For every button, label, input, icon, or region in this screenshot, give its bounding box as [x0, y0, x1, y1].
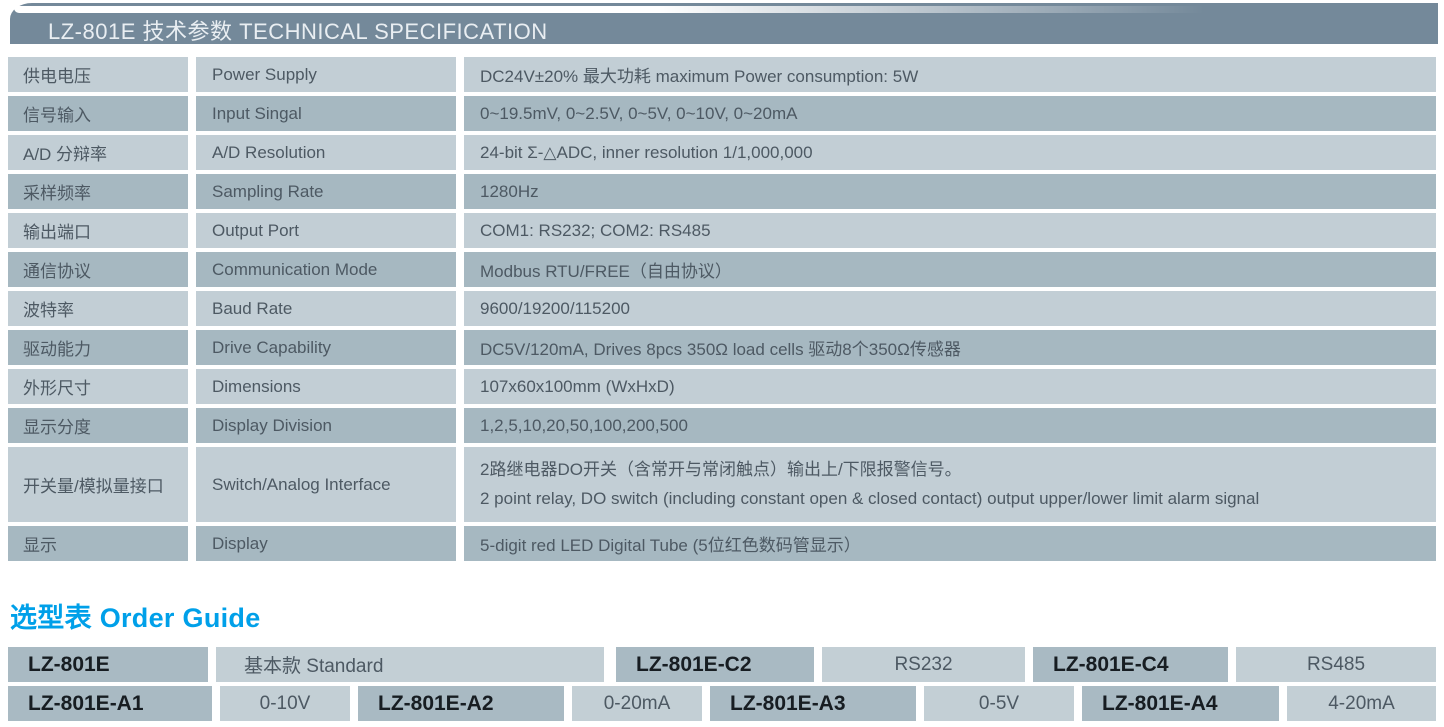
- spec-table: 供电电压 Power Supply DC24V±20% 最大功耗 maximum…: [8, 57, 1436, 565]
- spec-label-en: Display: [196, 526, 456, 561]
- spec-row-input-signal: 信号输入 Input Singal 0~19.5mV, 0~2.5V, 0~5V…: [8, 96, 1436, 131]
- spec-row-power-supply: 供电电压 Power Supply DC24V±20% 最大功耗 maximum…: [8, 57, 1436, 92]
- spec-label-cn: 外形尺寸: [8, 369, 188, 404]
- spec-label-en: Drive Capability: [196, 330, 456, 365]
- spec-value: 1,2,5,10,20,50,100,200,500: [464, 408, 1436, 443]
- page-title: LZ-801E 技术参数 TECHNICAL SPECIFICATION: [48, 19, 548, 44]
- spec-label-en: Dimensions: [196, 369, 456, 404]
- spec-label-en: Input Singal: [196, 96, 456, 131]
- spec-row-ad-resolution: A/D 分辩率 A/D Resolution 24-bit Σ-△ADC, in…: [8, 135, 1436, 170]
- order-desc: 0-5V: [924, 686, 1074, 721]
- spec-label-en: Display Division: [196, 408, 456, 443]
- spec-value: DC24V±20% 最大功耗 maximum Power consumption…: [464, 57, 1436, 92]
- ribbon-accent-line: [14, 5, 1254, 13]
- spec-row-display: 显示 Display 5-digit red LED Digital Tube …: [8, 526, 1436, 561]
- order-guide-table: LZ-801E 基本款 Standard LZ-801E-C2 RS232 LZ…: [8, 647, 1436, 725]
- order-guide-heading: 选型表 Order Guide: [10, 603, 261, 633]
- spec-label-cn: 显示: [8, 526, 188, 561]
- spec-label-en: Sampling Rate: [196, 174, 456, 209]
- order-model: LZ-801E-A1: [8, 686, 212, 721]
- spec-label-cn: 采样频率: [8, 174, 188, 209]
- spec-row-display-division: 显示分度 Display Division 1,2,5,10,20,50,100…: [8, 408, 1436, 443]
- spec-row-switch-analog-interface: 开关量/模拟量接口 Switch/Analog Interface 2路继电器D…: [8, 447, 1436, 522]
- spec-label-en: Power Supply: [196, 57, 456, 92]
- spec-value-line-en: 2 point relay, DO switch (including cons…: [480, 488, 1260, 508]
- spec-row-sampling-rate: 采样频率 Sampling Rate 1280Hz: [8, 174, 1436, 209]
- spec-label-cn: 输出端口: [8, 213, 188, 248]
- spec-label-cn: 开关量/模拟量接口: [8, 447, 188, 522]
- title-ribbon: LZ-801E 技术参数 TECHNICAL SPECIFICATION: [10, 3, 1438, 44]
- spec-value: 107x60x100mm (WxHxD): [464, 369, 1436, 404]
- spec-label-en: A/D Resolution: [196, 135, 456, 170]
- spec-value: 9600/19200/115200: [464, 291, 1436, 326]
- spec-label-cn: 信号输入: [8, 96, 188, 131]
- order-model: LZ-801E: [8, 647, 208, 682]
- spec-value: 1280Hz: [464, 174, 1436, 209]
- spec-value: Modbus RTU/FREE（自由协议）: [464, 252, 1436, 287]
- order-desc: 0-10V: [220, 686, 350, 721]
- order-desc: 基本款 Standard: [216, 647, 604, 682]
- spec-label-cn: 驱动能力: [8, 330, 188, 365]
- order-row-2: LZ-801E-A1 0-10V LZ-801E-A2 0-20mA LZ-80…: [8, 686, 1436, 721]
- spec-value-line-cn: 2路继电器DO开关（含常开与常闭触点）输出上/下限报警信号。: [480, 460, 962, 480]
- spec-label-en: Communication Mode: [196, 252, 456, 287]
- spec-row-dimensions: 外形尺寸 Dimensions 107x60x100mm (WxHxD): [8, 369, 1436, 404]
- spec-value: COM1: RS232; COM2: RS485: [464, 213, 1436, 248]
- order-model: LZ-801E-C2: [616, 647, 814, 682]
- spec-row-communication-mode: 通信协议 Communication Mode Modbus RTU/FREE（…: [8, 252, 1436, 287]
- spec-row-output-port: 输出端口 Output Port COM1: RS232; COM2: RS48…: [8, 213, 1436, 248]
- spec-label-cn: 供电电压: [8, 57, 188, 92]
- spec-label-en: Output Port: [196, 213, 456, 248]
- order-desc: 4-20mA: [1287, 686, 1436, 721]
- spec-label-en: Baud Rate: [196, 291, 456, 326]
- spec-label-cn: A/D 分辩率: [8, 135, 188, 170]
- spec-row-drive-capability: 驱动能力 Drive Capability DC5V/120mA, Drives…: [8, 330, 1436, 365]
- spec-value: 5-digit red LED Digital Tube (5位红色数码管显示）: [464, 526, 1436, 561]
- order-model: LZ-801E-A4: [1082, 686, 1279, 721]
- spec-label-cn: 波特率: [8, 291, 188, 326]
- spec-label-en: Switch/Analog Interface: [196, 447, 456, 522]
- spec-value: 2路继电器DO开关（含常开与常闭触点）输出上/下限报警信号。 2 point r…: [464, 447, 1436, 522]
- spec-label-cn: 通信协议: [8, 252, 188, 287]
- order-model: LZ-801E-C4: [1033, 647, 1228, 682]
- order-row-1: LZ-801E 基本款 Standard LZ-801E-C2 RS232 LZ…: [8, 647, 1436, 682]
- order-desc: 0-20mA: [572, 686, 702, 721]
- spec-label-cn: 显示分度: [8, 408, 188, 443]
- order-desc: RS485: [1236, 647, 1436, 682]
- order-desc: RS232: [822, 647, 1025, 682]
- spec-value: DC5V/120mA, Drives 8pcs 350Ω load cells …: [464, 330, 1436, 365]
- spec-row-baud-rate: 波特率 Baud Rate 9600/19200/115200: [8, 291, 1436, 326]
- order-model: LZ-801E-A3: [710, 686, 916, 721]
- spec-value: 0~19.5mV, 0~2.5V, 0~5V, 0~10V, 0~20mA: [464, 96, 1436, 131]
- order-model: LZ-801E-A2: [358, 686, 564, 721]
- spec-value: 24-bit Σ-△ADC, inner resolution 1/1,000,…: [464, 135, 1436, 170]
